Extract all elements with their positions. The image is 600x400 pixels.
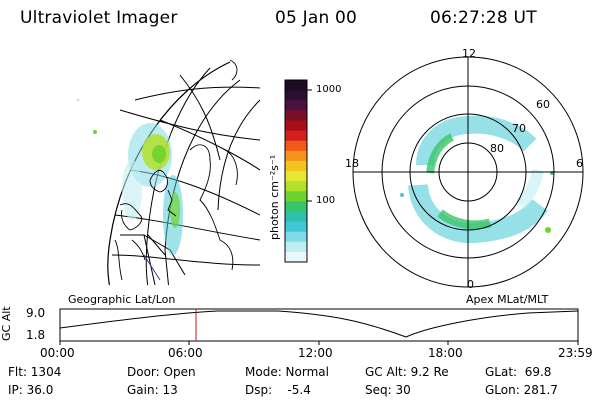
- colorbar-stripe: [285, 211, 307, 223]
- xtick-0600: 06:00: [168, 346, 203, 360]
- xtick-0000: 00:00: [40, 346, 75, 360]
- geographic-view: [76, 59, 260, 285]
- mlt-label-0: 0: [467, 278, 474, 291]
- apex-panel-label: Apex MLat/MLT: [466, 293, 549, 306]
- colorbar-stripe: [285, 150, 307, 162]
- status-glon: GLon: 281.7: [485, 383, 558, 397]
- colorbar-stripe: [285, 221, 307, 233]
- colorbar-stripe: [285, 130, 307, 142]
- time-label: 06:27:28 UT: [430, 8, 537, 28]
- colorbar-stripe: [285, 90, 307, 101]
- status-dsp: Dsp: -5.4: [245, 383, 311, 397]
- xtick-1800: 18:00: [428, 346, 463, 360]
- mlat-mlt-polar-plot: [352, 56, 584, 288]
- colorbar-stripe: [285, 171, 307, 182]
- colorbar-stripe: [285, 241, 307, 253]
- date-label: 05 Jan 00: [275, 8, 358, 28]
- colorbar-stripe: [285, 110, 307, 121]
- colorbar-stripe: [285, 231, 307, 243]
- mlt-label-6: 6: [576, 157, 583, 170]
- coastline-map: [114, 59, 238, 281]
- status-gain: Gain: 13: [127, 383, 178, 397]
- status-gc-alt: GC Alt: 9.2 Re: [365, 365, 449, 379]
- colorbar-stripe: [285, 191, 307, 202]
- colorbar-stripe: [285, 201, 307, 212]
- lat-label-60: 60: [536, 98, 550, 111]
- altitude-ylabel: GC Alt: [0, 306, 13, 341]
- status-door: Door: Open: [127, 365, 196, 379]
- app-title: Ultraviolet Imager: [20, 8, 178, 28]
- xtick-2359: 23:59: [558, 346, 593, 360]
- altitude-plot: [59, 308, 579, 345]
- colorbar-stripe: [285, 120, 307, 132]
- colorbar-stripe: [285, 181, 307, 192]
- aurora-emission-polar: [400, 115, 554, 244]
- xtick-1200: 12:00: [298, 346, 333, 360]
- status-glat: GLat: 69.8: [485, 365, 552, 379]
- intensity-colorbar: [284, 79, 312, 263]
- colorbar-tick-100: 100: [316, 195, 336, 206]
- colorbar-unit-label: photon cm⁻²s⁻¹: [268, 154, 281, 240]
- status-flight: Flt: 1304: [8, 365, 62, 379]
- colorbar-stripe: [285, 160, 307, 172]
- geographic-panel-label: Geographic Lat/Lon: [68, 293, 176, 306]
- status-seq: Seq: 30: [365, 383, 411, 397]
- colorbar-tick-1000: 1000: [316, 84, 342, 95]
- lat-label-80: 80: [490, 142, 504, 155]
- mlt-label-18: 18: [345, 157, 359, 170]
- aurora-emission-geographic: [76, 98, 183, 255]
- altitude-ytick-1.8: 1.8: [26, 328, 46, 342]
- status-ip: IP: 36.0: [8, 383, 54, 397]
- colorbar-stripe: [285, 80, 307, 91]
- colorbar-stripe: [285, 251, 307, 263]
- colorbar-stripe: [285, 140, 307, 152]
- mlt-label-12: 12: [462, 47, 476, 60]
- colorbar-stripe: [285, 100, 307, 111]
- altitude-ytick-9: 9.0: [26, 306, 46, 320]
- status-mode: Mode: Normal: [245, 365, 329, 379]
- lat-label-70: 70: [512, 122, 526, 135]
